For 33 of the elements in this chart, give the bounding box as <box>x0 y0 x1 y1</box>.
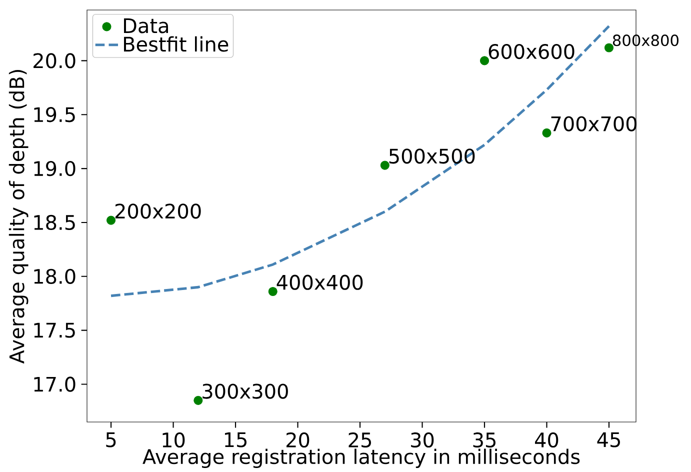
y-tick-label: 19.5 <box>34 106 75 122</box>
y-tick-label: 19.0 <box>34 160 76 176</box>
legend-label: Data <box>124 18 168 34</box>
y-axis-title: Average quality of depth (dB) <box>8 70 28 364</box>
annotation: 300x300 <box>202 383 288 399</box>
point <box>380 160 390 170</box>
point <box>604 42 614 52</box>
point <box>194 396 203 405</box>
annotation: 400x400 <box>276 274 363 290</box>
y-tick-label: 17.0 <box>34 376 76 392</box>
annotation: 700x700 <box>551 116 637 132</box>
x-tick-label: 10 <box>162 432 185 448</box>
point <box>542 128 552 138</box>
annotation: 800x800 <box>612 34 679 46</box>
x-tick-label: 25 <box>348 432 371 448</box>
x-axis-title: Average registration latency in milliseconds <box>142 448 580 468</box>
y-tick-label: 18.0 <box>34 268 76 284</box>
x-tick-label: 30 <box>411 432 434 448</box>
point <box>106 216 116 225</box>
annotation: 200x200 <box>115 203 201 218</box>
point <box>268 286 278 296</box>
y-tick-label: 20.0 <box>34 52 76 68</box>
x-tick-label: 45 <box>597 432 620 448</box>
x-tick-label: 15 <box>224 432 246 448</box>
x-tick-label: 40 <box>535 432 558 448</box>
x-tick-label: 5 <box>106 432 116 448</box>
annotation: 600x600 <box>488 44 574 59</box>
x-tick-label: 20 <box>286 432 310 448</box>
y-tick-label: 17.5 <box>34 322 75 338</box>
x-tick-label: 35 <box>473 432 496 448</box>
y-tick-label: 18.5 <box>34 214 75 230</box>
point <box>480 56 490 65</box>
legend-label: Bestfit line <box>124 36 228 52</box>
